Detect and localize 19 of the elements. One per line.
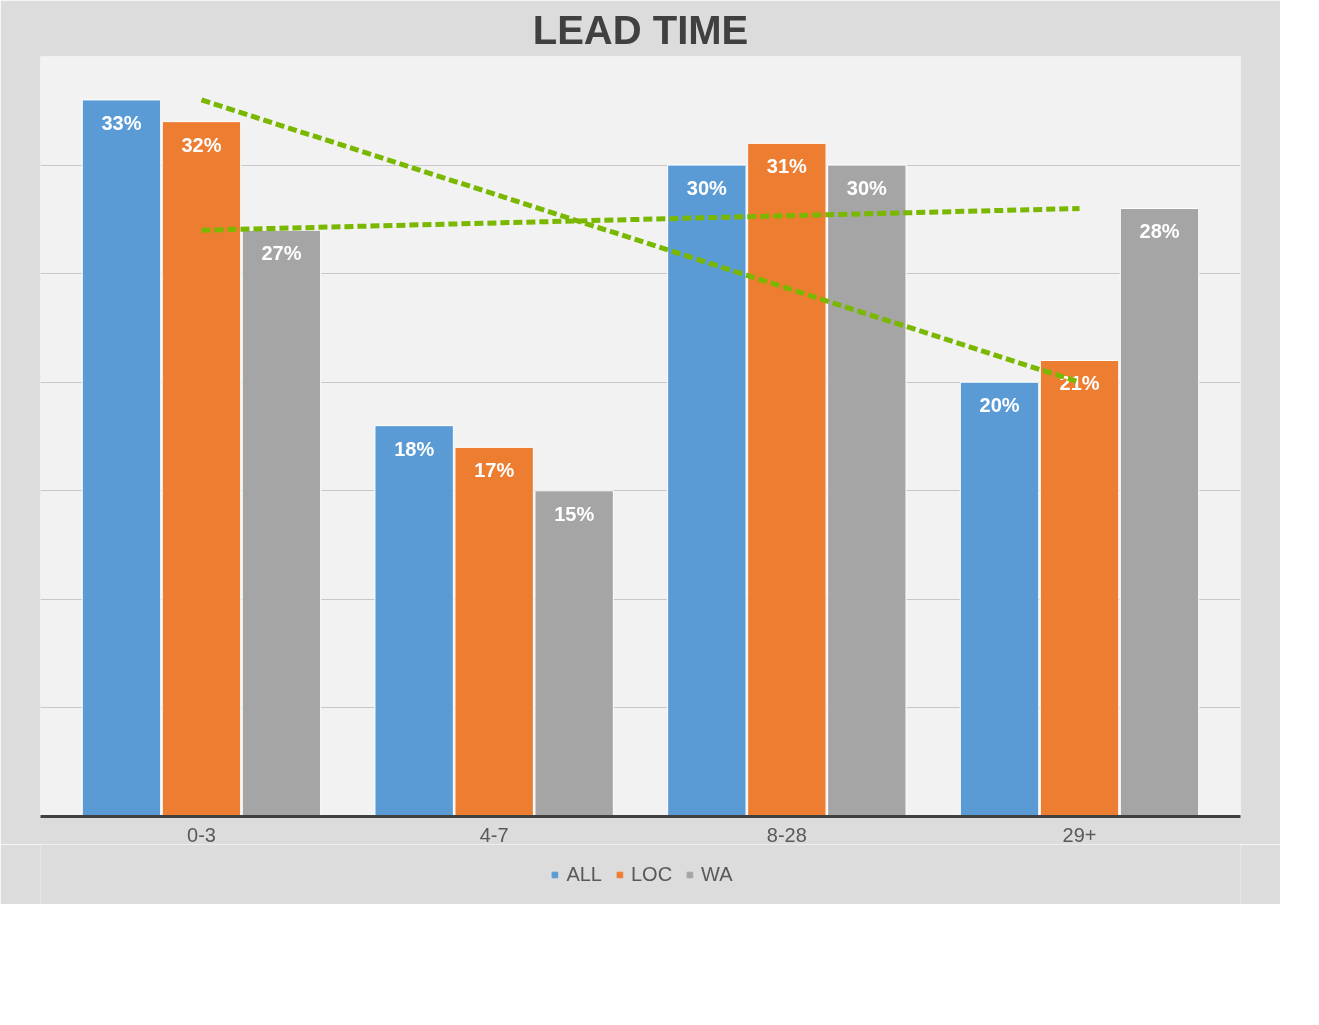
chart-title: LEAD TIME: [532, 7, 749, 52]
data-label: 28%: [1139, 220, 1180, 243]
data-label: 30%: [686, 177, 728, 200]
x-tick-label: 8-28: [766, 823, 807, 846]
data-label: 30%: [846, 177, 888, 200]
x-tick-label: 4-7: [479, 823, 509, 846]
legend-label: LOC: [630, 862, 673, 886]
data-label: 17%: [474, 459, 515, 482]
data-label: 27%: [261, 242, 302, 265]
x-tick-label: 29+: [1062, 823, 1097, 846]
data-label: 33%: [101, 111, 142, 134]
data-label: 31%: [766, 155, 808, 178]
data-label: 32%: [181, 133, 222, 156]
data-label: 20%: [979, 394, 1020, 417]
legend-label: WA: [701, 862, 733, 886]
data-label: 15%: [554, 502, 595, 525]
legend-label: ALL: [566, 862, 602, 886]
x-tick-label: 0-3: [187, 823, 216, 846]
data-label: 18%: [394, 437, 435, 460]
